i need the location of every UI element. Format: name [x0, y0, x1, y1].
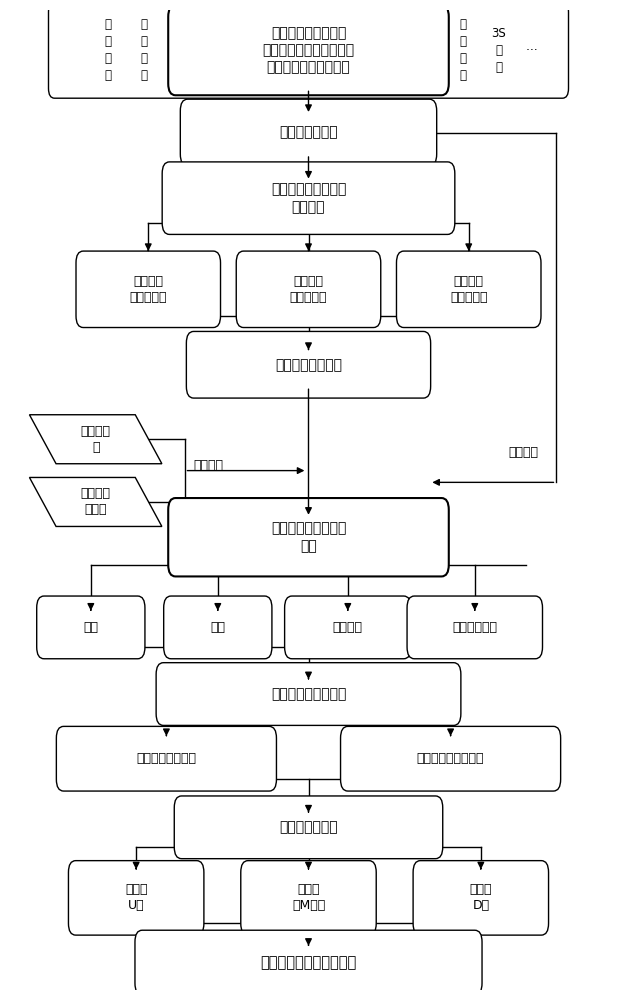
Text: 工
程
地
质: 工 程 地 质 [104, 18, 111, 82]
Text: 泥石流临界能量和能
量聚集量: 泥石流临界能量和能 量聚集量 [271, 183, 346, 214]
Text: 泥石流能谱图绘制: 泥石流能谱图绘制 [136, 752, 196, 765]
Text: 动力学模型的耦合: 动力学模型的耦合 [275, 358, 342, 372]
Text: 泥石流运动过程数值
模拟: 泥石流运动过程数值 模拟 [271, 522, 346, 553]
Text: 初始条件: 初始条件 [194, 459, 223, 472]
FancyBboxPatch shape [156, 663, 461, 725]
FancyBboxPatch shape [241, 861, 376, 935]
Text: 运动过程
动力学模型: 运动过程 动力学模型 [450, 275, 487, 304]
Text: 孕育过程
动力学模型: 孕育过程 动力学模型 [130, 275, 167, 304]
FancyBboxPatch shape [168, 498, 449, 576]
Text: 泥石流流域模型: 泥石流流域模型 [279, 125, 338, 139]
FancyBboxPatch shape [341, 726, 561, 791]
FancyBboxPatch shape [186, 331, 431, 398]
Text: 泥石流能谱特征分析: 泥石流能谱特征分析 [417, 752, 484, 765]
Polygon shape [30, 477, 162, 526]
FancyBboxPatch shape [76, 251, 220, 328]
FancyBboxPatch shape [180, 99, 437, 166]
FancyBboxPatch shape [36, 596, 145, 659]
Text: 发生过程
动力学模型: 发生过程 动力学模型 [290, 275, 327, 304]
Text: 泥石流综合减灾技术体系: 泥石流综合减灾技术体系 [260, 955, 357, 970]
FancyBboxPatch shape [49, 2, 568, 98]
Text: 泥深: 泥深 [210, 621, 225, 634]
Text: 泥石流规
模: 泥石流规 模 [81, 425, 110, 454]
Text: 泥石流孕灾环境（断
裂、地质、地形、固体物
源特征、水动力特征）: 泥石流孕灾环境（断 裂、地质、地形、固体物 源特征、水动力特征） [262, 26, 355, 74]
Text: 水
文
地
质: 水 文 地 质 [141, 18, 147, 82]
Polygon shape [30, 415, 162, 464]
Text: 泛滥范围: 泛滥范围 [333, 621, 363, 634]
FancyBboxPatch shape [397, 251, 541, 328]
Text: …: … [525, 40, 537, 53]
FancyBboxPatch shape [236, 251, 381, 328]
FancyBboxPatch shape [407, 596, 542, 659]
Text: 3S
技
术: 3S 技 术 [492, 27, 507, 74]
FancyBboxPatch shape [135, 930, 482, 995]
FancyBboxPatch shape [174, 796, 443, 859]
Text: 流速: 流速 [83, 621, 98, 634]
Text: 衰减区
D区: 衰减区 D区 [470, 883, 492, 912]
Text: 边界条件: 边界条件 [508, 446, 538, 459]
FancyBboxPatch shape [164, 596, 272, 659]
FancyBboxPatch shape [162, 162, 455, 234]
FancyBboxPatch shape [284, 596, 411, 659]
Text: 聚涨区
U区: 聚涨区 U区 [125, 883, 147, 912]
FancyBboxPatch shape [168, 5, 449, 95]
Text: 属性、规模等: 属性、规模等 [452, 621, 497, 634]
Text: 泥石流能量计算方法: 泥石流能量计算方法 [271, 687, 346, 701]
Text: 突变区
（M区）: 突变区 （M区） [292, 883, 325, 912]
FancyBboxPatch shape [413, 861, 549, 935]
FancyBboxPatch shape [68, 861, 204, 935]
Text: 岩
土
力
学: 岩 土 力 学 [459, 18, 466, 82]
Text: 泥石流能谱分区: 泥石流能谱分区 [279, 820, 338, 834]
Text: 泥石流属
性参数: 泥石流属 性参数 [81, 487, 110, 516]
FancyBboxPatch shape [56, 726, 276, 791]
